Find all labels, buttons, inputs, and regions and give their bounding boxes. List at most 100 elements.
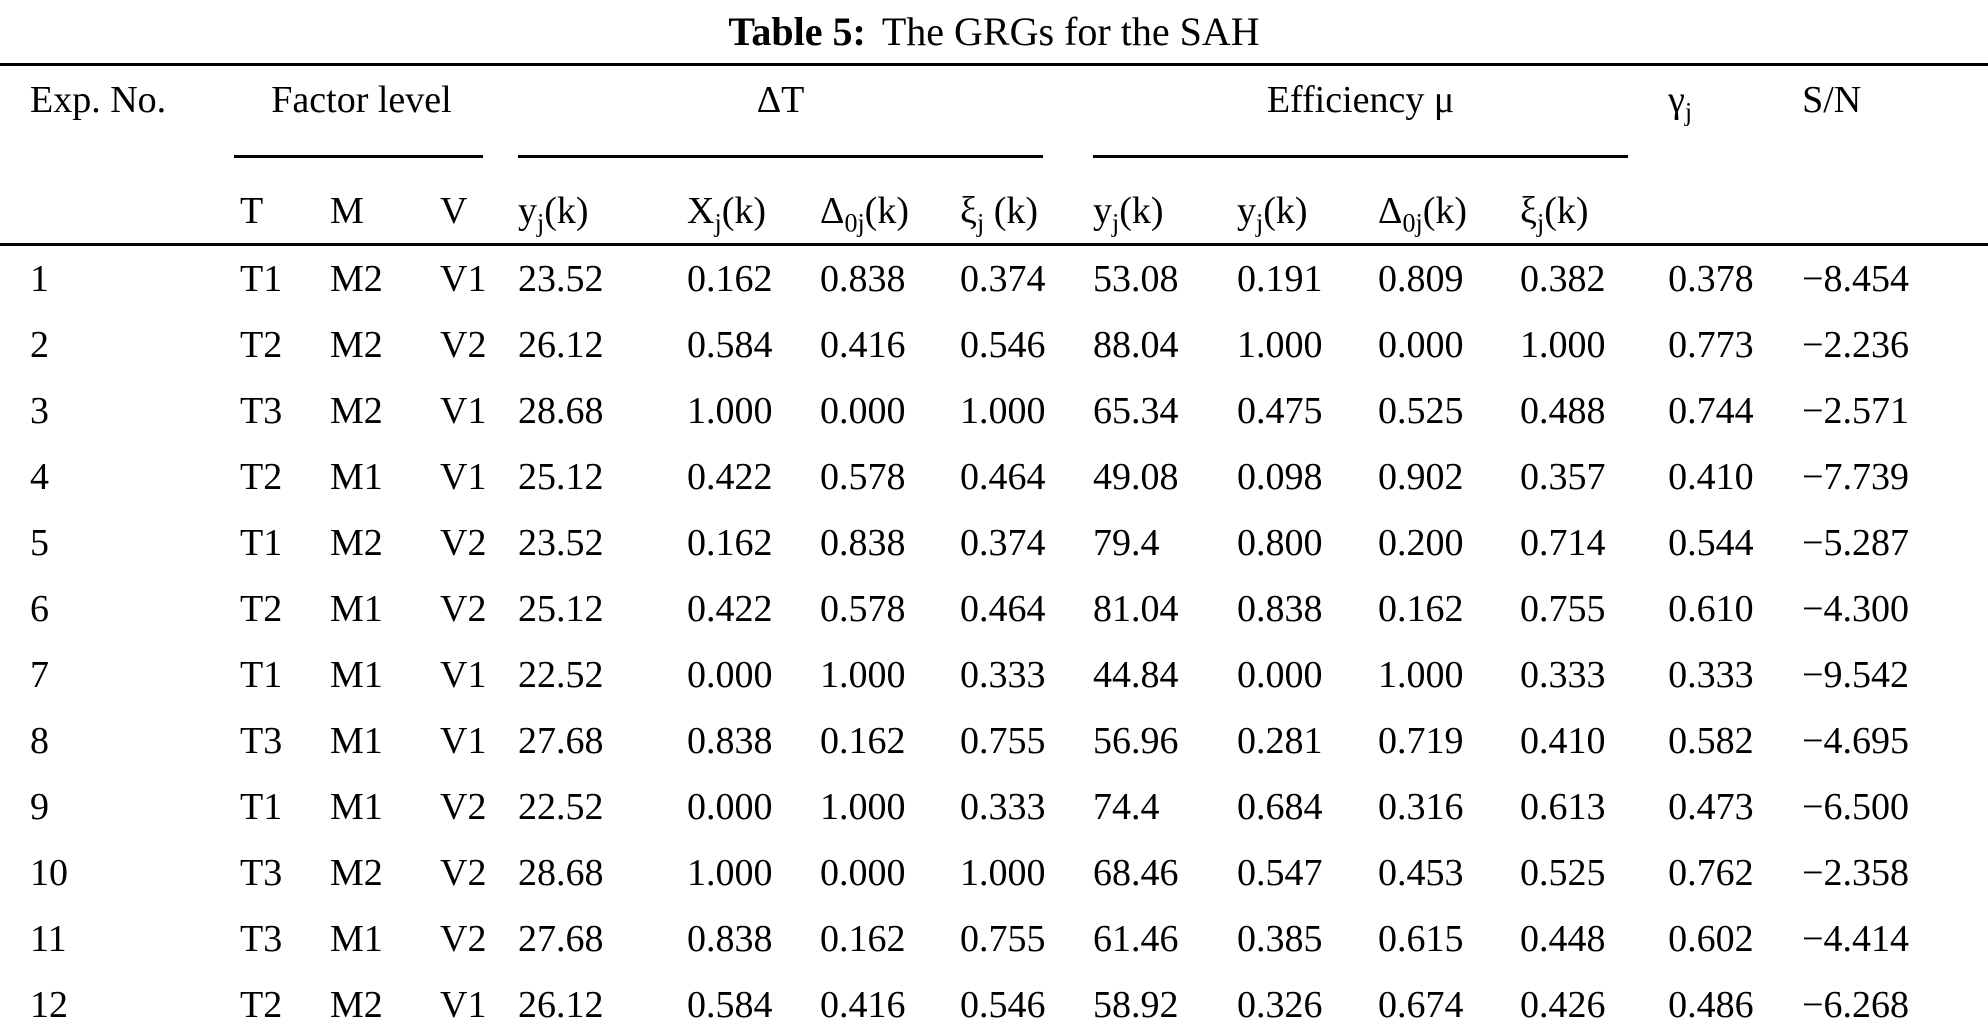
table-header: Exp. No. Factor level ΔT Efficiency μ γj — [0, 64, 1988, 246]
dt-xjk-cell: 0.162 — [687, 522, 773, 564]
column-header-eff-yjk2: yj(k) — [1237, 158, 1379, 246]
eff-delta0jk-cell: 0.615 — [1378, 918, 1464, 960]
eff-yjk2-cell: 0.000 — [1237, 654, 1323, 696]
table-row: 5 T1 M2 V2 23.52 0.162 0.838 0.374 79.4 … — [0, 510, 1988, 576]
column-header-v: V — [440, 158, 518, 246]
factor-m-cell: M1 — [330, 456, 383, 498]
eff-yjk2-cell: 0.191 — [1237, 258, 1323, 300]
dt-yjk-cell: 27.68 — [518, 918, 604, 960]
sn-cell: −7.739 — [1802, 456, 1910, 498]
dt-delta0jk-cell: 0.416 — [820, 324, 906, 366]
table-row: 8 T3 M1 V1 27.68 0.838 0.162 0.755 56.96… — [0, 708, 1988, 774]
factor-t-cell: T1 — [240, 786, 283, 828]
grg-cell: 0.378 — [1668, 258, 1754, 300]
column-group-delta-t: ΔT — [518, 65, 1093, 158]
eff-yjk2-cell: 0.838 — [1237, 588, 1323, 630]
column-header-grg: γj — [1668, 64, 1803, 246]
exp-no-cell: 1 — [30, 258, 49, 300]
dt-xijk-cell: 0.546 — [960, 972, 1094, 1027]
sn-cell: −2.236 — [1802, 324, 1910, 366]
grg-cell: 0.762 — [1668, 852, 1754, 894]
factor-t-cell: T2 — [240, 324, 283, 366]
dt-xijk-cell: 0.374 — [960, 258, 1046, 300]
column-header-dt-xijk: ξj (k) — [960, 158, 1094, 246]
dt-delta0jk-cell: 0.838 — [820, 522, 906, 564]
gamma-subscript: j — [1684, 97, 1693, 127]
dt-xjk-cell: 0.584 — [687, 972, 820, 1027]
group-header-row: Exp. No. Factor level ΔT Efficiency μ γj — [0, 64, 1988, 246]
exp-no-cell: 9 — [30, 786, 49, 828]
factor-m-cell: M2 — [330, 852, 383, 894]
column-header-dt-delta0jk: Δ0j(k) — [820, 158, 960, 246]
eff-yjk2-cell: 0.684 — [1237, 786, 1323, 828]
exp-no-cell: 11 — [30, 918, 67, 960]
factor-m-cell: M2 — [330, 390, 383, 432]
sn-cell: −8.454 — [1802, 258, 1910, 300]
exp-no-cell: 3 — [30, 390, 49, 432]
dt-delta0jk-cell: 0.162 — [820, 720, 906, 762]
column-header-eff-yjk1: yj(k) — [1093, 158, 1238, 246]
column-header-t: T — [240, 158, 330, 246]
table-row: 10 T3 M2 V2 28.68 1.000 0.000 1.000 68.4… — [0, 840, 1988, 906]
dt-xjk-cell: 0.000 — [687, 654, 773, 696]
dt-delta0jk-cell: 1.000 — [820, 654, 906, 696]
eff-xijk-cell: 0.448 — [1520, 918, 1606, 960]
eff-xijk-cell: 0.714 — [1520, 522, 1606, 564]
eff-xijk-cell: 0.410 — [1520, 720, 1606, 762]
dt-delta0jk-cell: 1.000 — [820, 786, 906, 828]
dt-delta0jk-cell: 0.000 — [820, 390, 906, 432]
factor-m-cell: M1 — [330, 588, 383, 630]
eff-delta0jk-cell: 0.902 — [1378, 456, 1464, 498]
dt-yjk-cell: 22.52 — [518, 786, 604, 828]
dt-xjk-cell: 1.000 — [687, 390, 773, 432]
column-header-dt-yjk: yj(k) — [518, 158, 687, 246]
dt-yjk-cell: 27.68 — [518, 720, 604, 762]
eff-yjk2-cell: 0.475 — [1237, 390, 1323, 432]
eff-delta0jk-cell: 0.674 — [1378, 972, 1521, 1027]
dt-xijk-cell: 0.464 — [960, 588, 1046, 630]
column-header-sn: S/N — [1802, 64, 1988, 246]
eff-yjk1-cell: 49.08 — [1093, 456, 1179, 498]
eff-delta0jk-cell: 0.525 — [1378, 390, 1464, 432]
factor-v-cell: V2 — [440, 588, 487, 630]
dt-delta0jk-cell: 0.000 — [820, 852, 906, 894]
table-row: 9 T1 M1 V2 22.52 0.000 1.000 0.333 74.4 … — [0, 774, 1988, 840]
dt-xijk-cell: 0.755 — [960, 918, 1046, 960]
column-header-eff-delta0jk: Δ0j(k) — [1378, 158, 1521, 246]
sn-label: S/N — [1802, 79, 1862, 121]
eff-yjk1-cell: 58.92 — [1093, 972, 1238, 1027]
factor-t-cell: T3 — [240, 852, 283, 894]
eff-delta0jk-cell: 1.000 — [1378, 654, 1464, 696]
dt-xjk-cell: 0.422 — [687, 456, 773, 498]
factor-t-cell: T2 — [240, 588, 283, 630]
grg-cell: 0.544 — [1668, 522, 1754, 564]
delta-t-label: ΔT — [756, 79, 805, 121]
grg-cell: 0.410 — [1668, 456, 1754, 498]
dt-yjk-cell: 23.52 — [518, 258, 604, 300]
sub-header-row: T M V yj(k) Xj(k) Δ0j(k) ξj (k) yj(k) yj… — [0, 158, 1988, 246]
eff-delta0jk-cell: 0.719 — [1378, 720, 1464, 762]
table-row: 1 T1 M2 V1 23.52 0.162 0.838 0.374 53.08… — [0, 245, 1988, 313]
dt-xjk-cell: 0.422 — [687, 588, 773, 630]
dt-yjk-cell: 25.12 — [518, 588, 604, 630]
table-row: 4 T2 M1 V1 25.12 0.422 0.578 0.464 49.08… — [0, 444, 1988, 510]
eff-yjk2-cell: 0.385 — [1237, 918, 1323, 960]
eff-yjk2-cell: 0.326 — [1237, 972, 1379, 1027]
factor-v-cell: V1 — [440, 972, 518, 1027]
eff-xijk-cell: 0.357 — [1520, 456, 1606, 498]
dt-xjk-cell: 0.000 — [687, 786, 773, 828]
eff-delta0jk-cell: 0.000 — [1378, 324, 1464, 366]
factor-t-cell: T3 — [240, 390, 283, 432]
factor-m-cell: M1 — [330, 918, 383, 960]
factor-v-cell: V1 — [440, 456, 487, 498]
eff-yjk1-cell: 53.08 — [1093, 258, 1179, 300]
eff-xijk-cell: 0.488 — [1520, 390, 1606, 432]
exp-no-cell: 10 — [30, 852, 68, 894]
table-row: 11 T3 M1 V2 27.68 0.838 0.162 0.755 61.4… — [0, 906, 1988, 972]
grg-cell: 0.773 — [1668, 324, 1754, 366]
sn-cell: −9.542 — [1802, 654, 1910, 696]
sn-cell: −2.571 — [1802, 390, 1910, 432]
exp-no-cell: 8 — [30, 720, 49, 762]
dt-delta0jk-cell: 0.416 — [820, 972, 960, 1027]
